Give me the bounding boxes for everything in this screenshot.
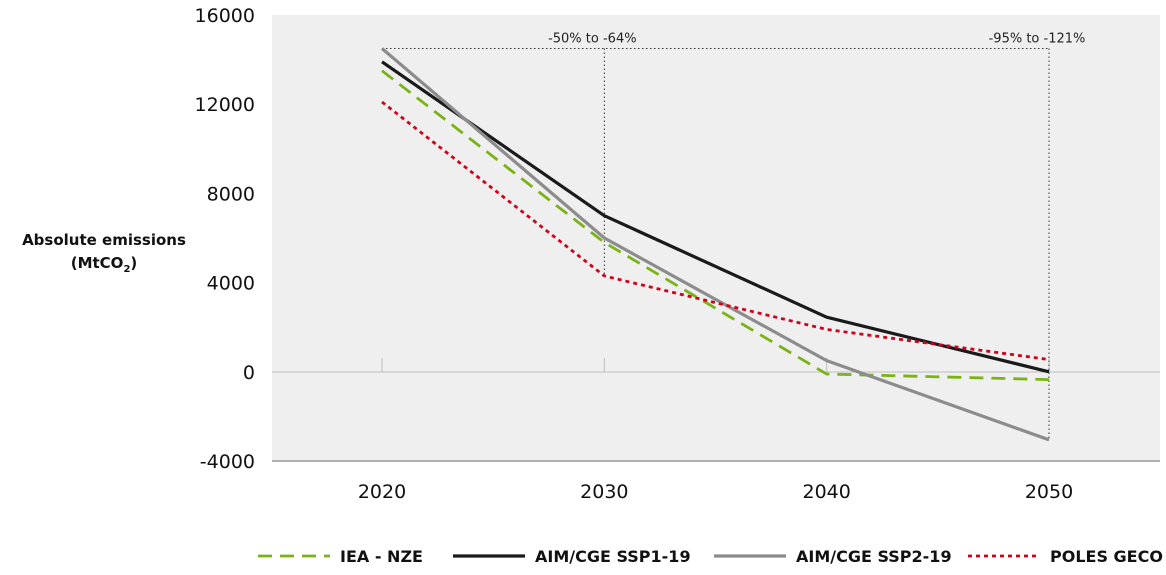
annotation-label: -95% to -121% xyxy=(989,31,1086,46)
x-tick-label: 2030 xyxy=(580,481,628,503)
legend-label-aim-cge-ssp2-19: AIM/CGE SSP2-19 xyxy=(796,547,952,566)
x-tick-labels: 2020 2030 2040 2050 xyxy=(358,481,1073,503)
range-annotation-lines xyxy=(382,47,1050,440)
y-axis-label-close: ) xyxy=(130,254,137,272)
legend: IEA - NZE AIM/CGE SSP1-19 AIM/CGE SSP2-19 P… xyxy=(258,547,1163,566)
y-tick-label: -4000 xyxy=(200,451,255,473)
y-tick-labels: -4000 0 4000 8000 12000 16000 xyxy=(195,5,255,473)
x-tick-label: 2040 xyxy=(802,481,850,503)
series-line-aim-cge-ssp2-19 xyxy=(380,47,1050,442)
y-axis-label-subscript: 2 xyxy=(123,264,130,275)
series-lines xyxy=(380,47,1050,442)
y-tick-label: 12000 xyxy=(195,94,255,116)
y-tick-label: 4000 xyxy=(207,273,255,295)
series-line-iea-nze xyxy=(381,69,1050,382)
legend-label-iea-nze: IEA - NZE xyxy=(340,547,423,566)
x-tick-label: 2050 xyxy=(1025,481,1073,503)
y-tick-label: 8000 xyxy=(207,183,255,205)
y-tick-label: 16000 xyxy=(195,5,255,27)
y-axis-label-unit: (MtCO xyxy=(71,254,124,272)
annotation-label: -50% to -64% xyxy=(548,31,637,46)
series-line-aim-cge-ssp1-19 xyxy=(381,60,1050,374)
legend-label-poles-geco: POLES GECO xyxy=(1050,547,1163,566)
legend-label-aim-cge-ssp1-19: AIM/CGE SSP1-19 xyxy=(535,547,691,566)
plot-area xyxy=(272,15,1160,461)
x-tick-label: 2020 xyxy=(358,481,406,503)
y-axis-label-line1: Absolute emissions xyxy=(22,231,186,249)
range-annotation-labels: -50% to -64% -95% to -121% xyxy=(548,31,1085,46)
y-axis-label-line2: (MtCO2) xyxy=(71,254,138,275)
y-tick-label: 0 xyxy=(243,362,255,384)
